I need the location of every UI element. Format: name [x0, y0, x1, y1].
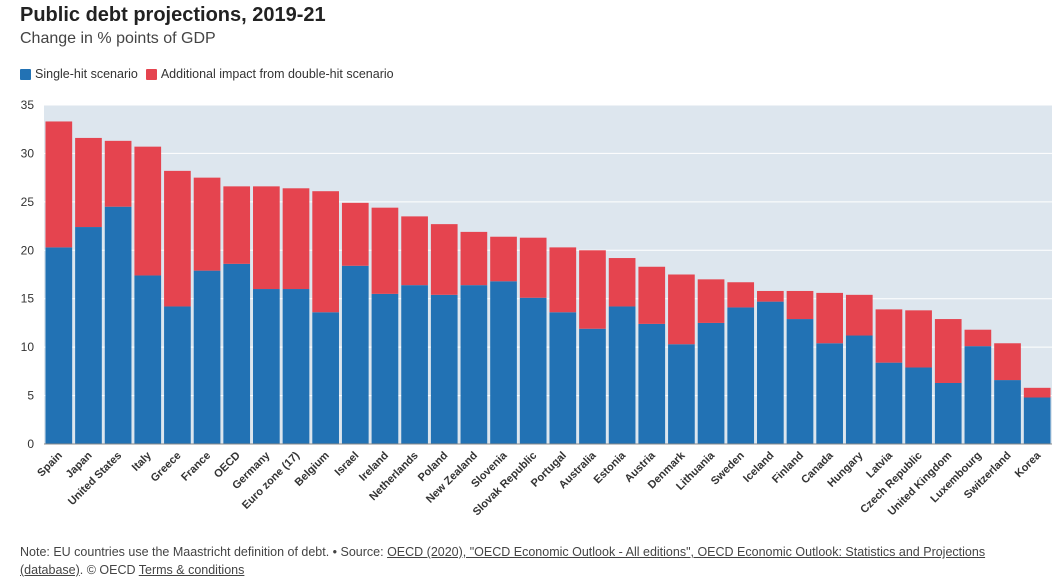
bar-double-hit	[519, 237, 547, 298]
bar-single-hit	[312, 312, 339, 444]
bar-double-hit	[134, 146, 162, 276]
bar-double-hit	[816, 292, 843, 344]
x-tick-label: Greece	[149, 450, 184, 485]
x-tick-label: Spain	[35, 449, 65, 479]
bar-double-hit	[668, 274, 695, 345]
y-tick-label: 35	[21, 98, 35, 112]
bar-single-hit	[608, 306, 636, 444]
footer-note-text: Note: EU countries use the Maastricht de…	[20, 545, 388, 559]
bar-double-hit	[460, 231, 488, 286]
bar-double-hit	[253, 186, 280, 290]
legend-label-double-hit: Additional impact from double-hit scenar…	[160, 67, 394, 81]
x-tick-label: United States	[66, 450, 124, 508]
y-tick-label: 10	[21, 340, 35, 354]
bar-single-hit	[134, 275, 162, 444]
bar-single-hit	[45, 247, 73, 444]
bar-single-hit	[401, 285, 428, 444]
legend-label-single-hit: Single-hit scenario	[35, 67, 138, 81]
bar-single-hit	[786, 319, 814, 444]
terms-link[interactable]: Terms & conditions	[138, 563, 245, 577]
bar-single-hit	[905, 367, 932, 444]
bar-single-hit	[430, 294, 458, 444]
legend-item-double-hit[interactable]: Additional impact from double-hit scenar…	[145, 67, 394, 81]
bar-double-hit	[845, 294, 873, 336]
bar-double-hit	[490, 236, 517, 282]
bar-single-hit	[964, 346, 992, 444]
y-tick-label: 15	[21, 292, 35, 306]
y-tick-label: 30	[21, 146, 35, 160]
bar-double-hit	[223, 186, 251, 264]
source-link[interactable]: OECD (2020), "OECD Economic Outlook - Al…	[20, 545, 986, 577]
bar-single-hit	[519, 297, 547, 444]
bar-single-hit	[845, 335, 873, 444]
bar-single-hit	[934, 382, 962, 444]
x-tick-label: Italy	[130, 449, 155, 474]
bar-double-hit	[608, 258, 636, 307]
bar-double-hit	[104, 140, 132, 207]
bar-single-hit	[816, 343, 843, 444]
bar-single-hit	[1023, 397, 1051, 444]
bar-single-hit	[75, 227, 102, 444]
x-tick-label: Estonia	[592, 449, 629, 486]
bar-double-hit	[164, 170, 191, 307]
bar-double-hit	[786, 290, 814, 320]
bar-double-hit	[994, 343, 1021, 381]
bar-double-hit	[341, 202, 369, 266]
footer-note: Note: EU countries use the Maastricht de…	[20, 543, 1040, 579]
bar-single-hit	[727, 307, 755, 444]
legend-item-single-hit[interactable]: Single-hit scenario	[20, 67, 138, 81]
bar-single-hit	[460, 285, 488, 444]
bar-double-hit	[75, 137, 102, 228]
bar-single-hit	[371, 293, 399, 444]
bar-double-hit	[905, 310, 932, 368]
bar-single-hit	[697, 322, 725, 444]
bar-double-hit	[45, 121, 73, 248]
bar-single-hit	[282, 289, 310, 444]
y-tick-label: 5	[27, 389, 34, 403]
chart-title: Public debt projections, 2019-21	[20, 4, 326, 26]
bar-single-hit	[549, 312, 577, 444]
legend-swatch-double-hit	[145, 68, 157, 80]
bar-double-hit	[401, 216, 428, 286]
bar-double-hit	[371, 207, 399, 294]
bar-single-hit	[193, 270, 221, 444]
bar-double-hit	[727, 282, 755, 308]
bar-double-hit	[638, 266, 666, 324]
x-tick-label: Sweden	[709, 449, 747, 487]
y-tick-label: 25	[21, 195, 35, 209]
bar-single-hit	[757, 301, 784, 444]
bar-single-hit	[579, 328, 606, 444]
chart-subtitle: Change in % points of GDP	[20, 30, 216, 47]
x-tick-label: France	[179, 450, 213, 484]
bar-single-hit	[875, 362, 903, 444]
bar-single-hit	[104, 206, 132, 444]
bar-single-hit	[994, 380, 1021, 444]
bar-single-hit	[164, 306, 191, 444]
bar-single-hit	[223, 263, 251, 444]
bar-single-hit	[341, 265, 369, 444]
bar-double-hit	[579, 250, 606, 329]
y-tick-label: 20	[21, 243, 35, 257]
bar-double-hit	[875, 309, 903, 363]
bar-double-hit	[964, 329, 992, 347]
bar-double-hit	[430, 224, 458, 295]
bar-double-hit	[757, 290, 784, 302]
y-tick-label: 0	[27, 437, 34, 451]
x-tick-label: Korea	[1013, 449, 1044, 480]
bar-single-hit	[253, 289, 280, 444]
bar-double-hit	[1023, 387, 1051, 398]
legend: Single-hit scenario Additional impact fr…	[20, 67, 402, 81]
bar-double-hit	[193, 177, 221, 271]
bar-double-hit	[549, 247, 577, 313]
bar-double-hit	[697, 279, 725, 323]
bar-double-hit	[282, 188, 310, 290]
bar-double-hit	[934, 319, 962, 383]
bar-single-hit	[490, 281, 517, 444]
bar-single-hit	[638, 323, 666, 444]
footer-separator: . © OECD	[79, 563, 139, 577]
bar-single-hit	[668, 344, 695, 444]
bar-double-hit	[312, 191, 339, 313]
legend-swatch-single-hit	[20, 68, 31, 80]
